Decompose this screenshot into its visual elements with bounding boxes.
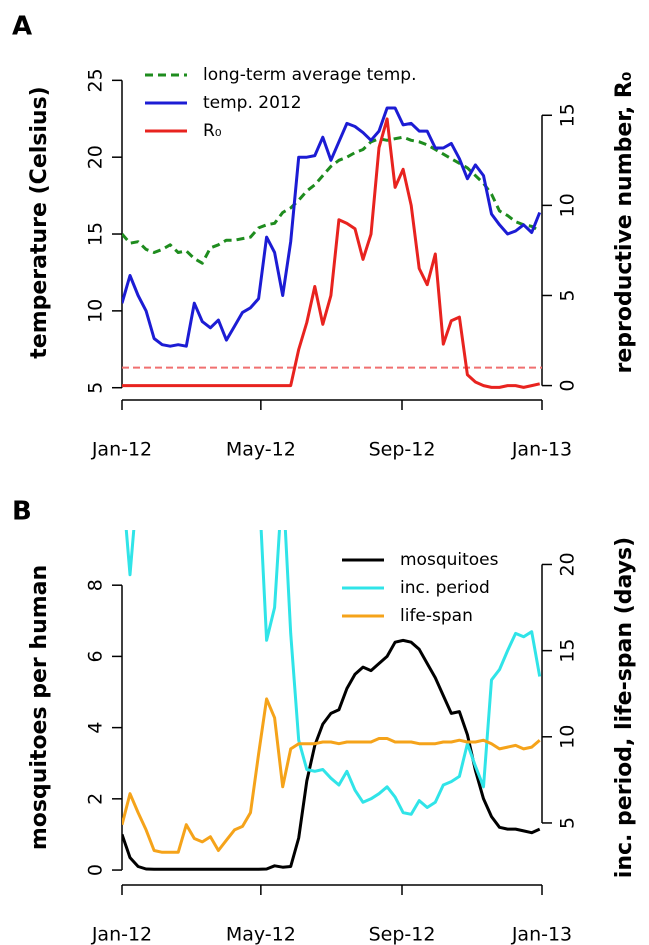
legend-label: life-span (400, 606, 473, 626)
y-tick-label: 6 (85, 650, 107, 662)
y-axis-title: temperature (Celsius) (27, 86, 52, 358)
series-line (122, 117, 541, 389)
y-axis-title: mosquitoes per human (27, 565, 52, 850)
y-tick-label: 10 (85, 299, 107, 323)
legend-label: R₀ (203, 121, 222, 141)
plot-area (122, 106, 542, 389)
y2-tick-label: 15 (557, 103, 579, 127)
series-line (124, 530, 542, 816)
y2-axis-title: inc. period, life-span (days) (612, 537, 637, 878)
y-tick-label: 25 (85, 68, 107, 92)
y-tick-label: 4 (85, 722, 107, 734)
y2-tick-label: 5 (557, 817, 579, 829)
series-line (122, 697, 541, 854)
y-tick-label: 5 (85, 382, 107, 394)
y2-tick-label: 0 (557, 380, 579, 392)
y-tick-label: 8 (85, 579, 107, 591)
x-tick-label: Jan-12 (91, 924, 152, 945)
y2-tick-label: 10 (557, 725, 579, 749)
y2-tick-label: 10 (557, 193, 579, 217)
x-tick-label: May-12 (226, 439, 296, 461)
series-line (122, 106, 542, 348)
legend-label: mosquitoes (400, 550, 499, 570)
panel-label: B (12, 497, 32, 527)
x-tick-label: May-12 (226, 924, 296, 945)
y2-tick-label: 5 (557, 289, 579, 301)
y2-axis-title: reproductive number, R₀ (612, 71, 637, 373)
legend-label: inc. period (400, 578, 490, 598)
y-tick-label: 20 (85, 145, 107, 169)
plot-area (122, 530, 542, 871)
y-tick-label: 2 (85, 793, 107, 805)
y-tick-label: 0 (85, 864, 107, 876)
panel-label: A (12, 12, 32, 42)
y2-tick-label: 20 (557, 552, 579, 576)
y2-tick-label: 15 (557, 639, 579, 663)
x-tick-label: Jan-13 (511, 439, 572, 461)
x-tick-label: Jan-13 (511, 924, 572, 945)
x-tick-label: Sep-12 (369, 439, 436, 461)
x-tick-label: Sep-12 (369, 924, 436, 945)
series-line (122, 638, 541, 871)
legend-label: temp. 2012 (203, 93, 302, 113)
x-tick-label: Jan-12 (91, 439, 152, 461)
legend-label: long-term average temp. (203, 65, 416, 85)
y-tick-label: 15 (85, 222, 107, 246)
series-line (122, 135, 541, 265)
